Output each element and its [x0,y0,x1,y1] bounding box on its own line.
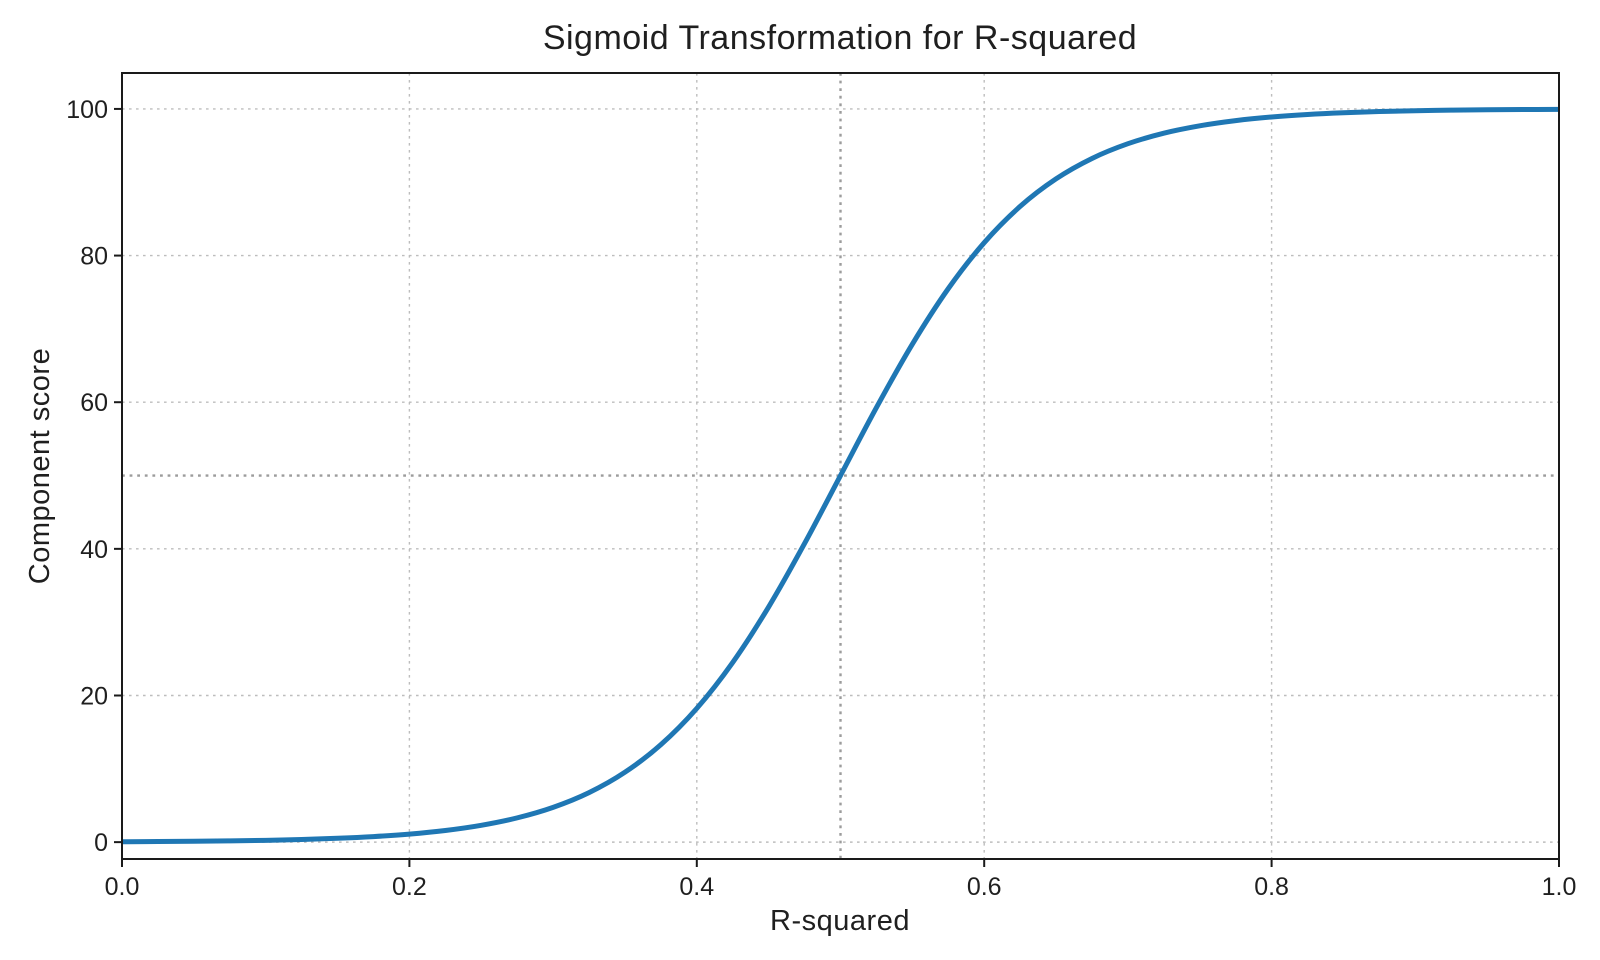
y-tick-label: 60 [80,389,108,417]
plot-border [121,72,1560,860]
chart-title: Sigmoid Transformation for R-squared [543,19,1137,57]
series-layer [121,106,1560,845]
x-tick-label: 0.8 [1254,873,1289,901]
y-tick-label: 80 [80,243,108,271]
sigmoid-curve [121,106,1560,845]
x-tick-label: 0.0 [105,873,140,901]
axis-ticks [114,107,1560,867]
y-tick-label: 40 [80,536,108,564]
y-tick-label: 100 [66,96,108,124]
x-axis-label: R-squared [770,905,910,937]
axes-spines [121,72,1560,860]
tick-labels: 0.0 0.2 0.4 0.6 0.8 1.0 0 20 40 60 80 100 [66,96,1576,901]
x-tick-label: 0.2 [392,873,427,901]
x-tick-label: 0.4 [679,873,714,901]
x-tick-label: 0.6 [967,873,1002,901]
reference-lines [122,73,1559,859]
gridlines [121,73,1560,859]
x-tick-label: 1.0 [1542,873,1577,901]
y-tick-label: 20 [80,682,108,710]
y-axis-label: Component score [24,348,56,584]
y-tick-label: 0 [94,829,108,857]
